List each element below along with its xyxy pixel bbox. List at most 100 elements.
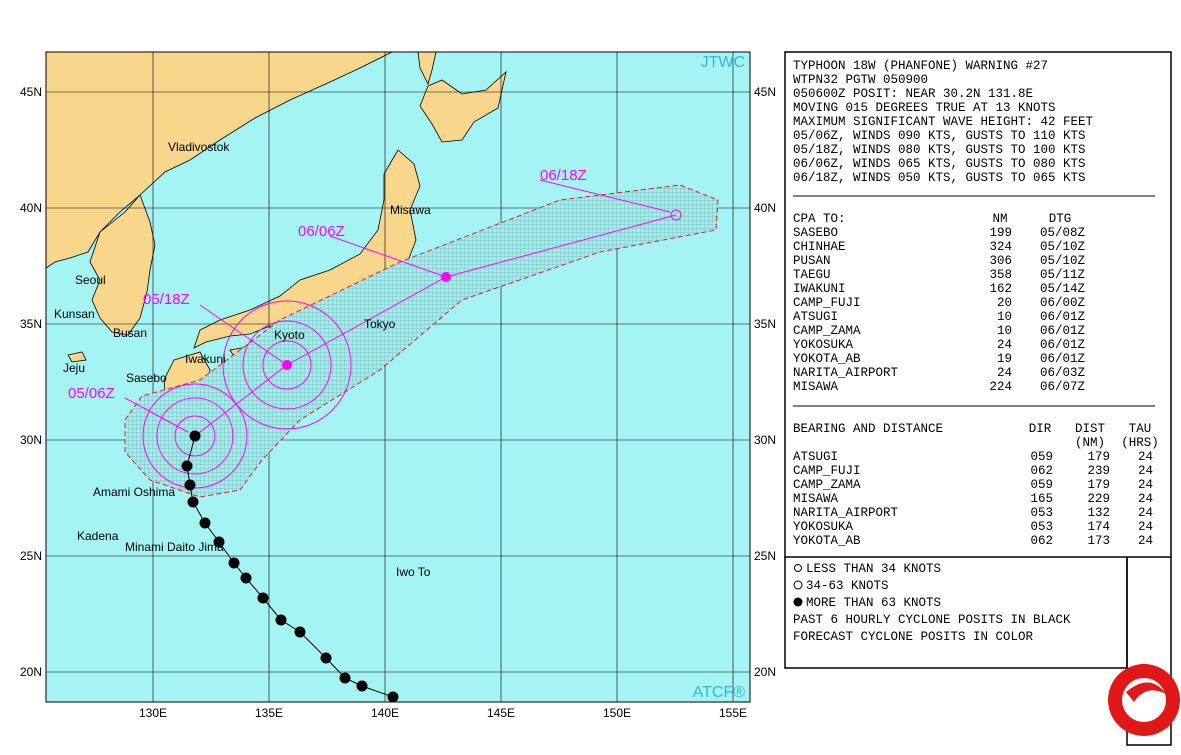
forecast-label: 06/06Z [298,223,345,240]
axis-labels: 45N 45N 40N 40N 35N 35N 30N 30N 25N 25N 20N 20N 130E… [20,85,776,720]
panel-text: NARITA_AIRPORT [793,366,899,380]
panel-text: (NM) [1075,436,1105,450]
panel-text: DIR [1029,422,1052,436]
place: Sasebo [126,371,167,385]
place: Misawa [390,203,431,217]
panel-text: NARITA_AIRPORT [793,506,899,520]
info-panel [784,51,1172,558]
panel-text: 05/08Z [1040,226,1086,240]
panel-text: LESS THAN 34 KNOTS [806,562,941,576]
panel-text: 059 [1030,450,1053,464]
panel-text: 224 [989,380,1012,394]
panel-text: 179 [1087,450,1110,464]
danger-swath [124,184,719,498]
panel-text: 06/01Z [1040,324,1086,338]
panel-text: (HRS) [1121,436,1159,450]
panel-text: CPA TO: [793,212,846,226]
panel-text: FORECAST CYCLONE POSITS IN COLOR [793,630,1034,644]
lat-label: 30N [754,433,776,447]
panel-text: YOKOTA_AB [793,534,861,548]
panel-text: DIST [1075,422,1106,436]
panel-text: YOKOSUKA [793,338,854,352]
panel-text: 05/18Z, WINDS 080 KTS, GUSTS TO 100 KTS [793,143,1086,157]
forecast-label: 05/06Z [68,385,115,402]
panel-text: 165 [1030,492,1053,506]
lon-label: 145E [487,706,515,720]
lat-label: 40N [20,201,42,215]
place: Iwo To [396,565,431,579]
panel-text: CAMP_ZAMA [793,478,861,492]
place: Jeju [63,361,85,375]
panel-text: MOVING 015 DEGREES TRUE AT 13 KNOTS [793,101,1056,115]
panel-text: 239 [1087,464,1110,478]
place: Kunsan [54,307,95,321]
past-posits [181,430,399,702]
panel-text: SASEBO [793,226,838,240]
panel-text: 24 [1138,450,1153,464]
place: Busan [113,326,147,340]
panel-text: 358 [989,268,1012,282]
panel-text: CAMP_FUJI [793,296,861,310]
panel-text: 24 [1138,506,1153,520]
jtwc-logo [1108,664,1180,736]
panel-text: TAU [1129,422,1152,436]
panel-text: 324 [989,240,1012,254]
panel-text: 06/01Z [1040,352,1086,366]
panel-text: 229 [1087,492,1110,506]
info-text: TYPHOON 18W (PHANFONE) WARNING #27WTPN32… [793,59,1159,644]
place: Iwakuni [185,352,226,366]
place: Kadena [77,529,119,543]
place-names: Vladivostok Misawa Seoul Kunsan Busan Je… [54,140,431,579]
lat-label: 20N [754,665,776,679]
panel-text: 05/14Z [1040,282,1086,296]
map-frame [45,51,751,703]
panel-text: 05/11Z [1040,268,1086,282]
panel-text: 306 [989,254,1012,268]
panel-text: CAMP_ZAMA [793,324,861,338]
place: Vladivostok [168,140,230,154]
panel-text: MISAWA [793,380,839,394]
place: Minami Daito Jima [125,540,224,554]
panel-text: 20 [997,296,1012,310]
panel-text: 132 [1087,506,1110,520]
lat-label: 30N [20,433,42,447]
panel-text: YOKOTA_AB [793,352,861,366]
panel-text: 162 [989,282,1012,296]
panel-text: MAXIMUM SIGNIFICANT WAVE HEIGHT: 42 FEET [793,115,1094,129]
forecast-posit [441,272,451,282]
forecast-label: 06/18Z [540,167,587,184]
panel-text: 06/06Z, WINDS 065 KTS, GUSTS TO 080 KTS [793,157,1086,171]
panel-text: TAEGU [793,268,831,282]
lon-label: 150E [603,706,631,720]
panel-text: 24 [1138,534,1153,548]
panel-text: 06/03Z [1040,366,1086,380]
place: Amami Oshima [93,485,175,499]
panel-text: 24 [1138,492,1153,506]
forecast-posit [282,360,292,370]
legend-symbols [793,564,803,607]
wind-radii [124,179,682,489]
lat-label: 20N [20,665,42,679]
panel-text: 059 [1030,478,1053,492]
panel-text: 053 [1030,520,1053,534]
panel-text: 06/01Z [1040,338,1086,352]
panel-text: 06/07Z [1040,380,1086,394]
panel-text: 24 [1138,464,1153,478]
place: Kyoto [274,328,305,342]
lon-label: 130E [139,706,167,720]
panel-text: 24 [1138,520,1153,534]
panel-text: 34-63 KNOTS [806,579,889,593]
panel-text: 199 [989,226,1012,240]
credit: ATCF® [693,684,746,701]
panel-text: 062 [1030,464,1053,478]
panel-text: IWAKUNI [793,282,846,296]
panel-text: TYPHOON 18W (PHANFONE) WARNING #27 [793,59,1048,73]
panel-text: 10 [997,310,1012,324]
panel-text: CHINHAE [793,240,846,254]
panel-text: 050600Z POSIT: NEAR 30.2N 131.8E [793,87,1033,101]
panel-text: PUSAN [793,254,831,268]
panel-text: ATSUGI [793,450,838,464]
panel-text: CAMP_FUJI [793,464,861,478]
panel-text: MORE THAN 63 KNOTS [806,596,941,610]
lat-label: 35N [754,317,776,331]
